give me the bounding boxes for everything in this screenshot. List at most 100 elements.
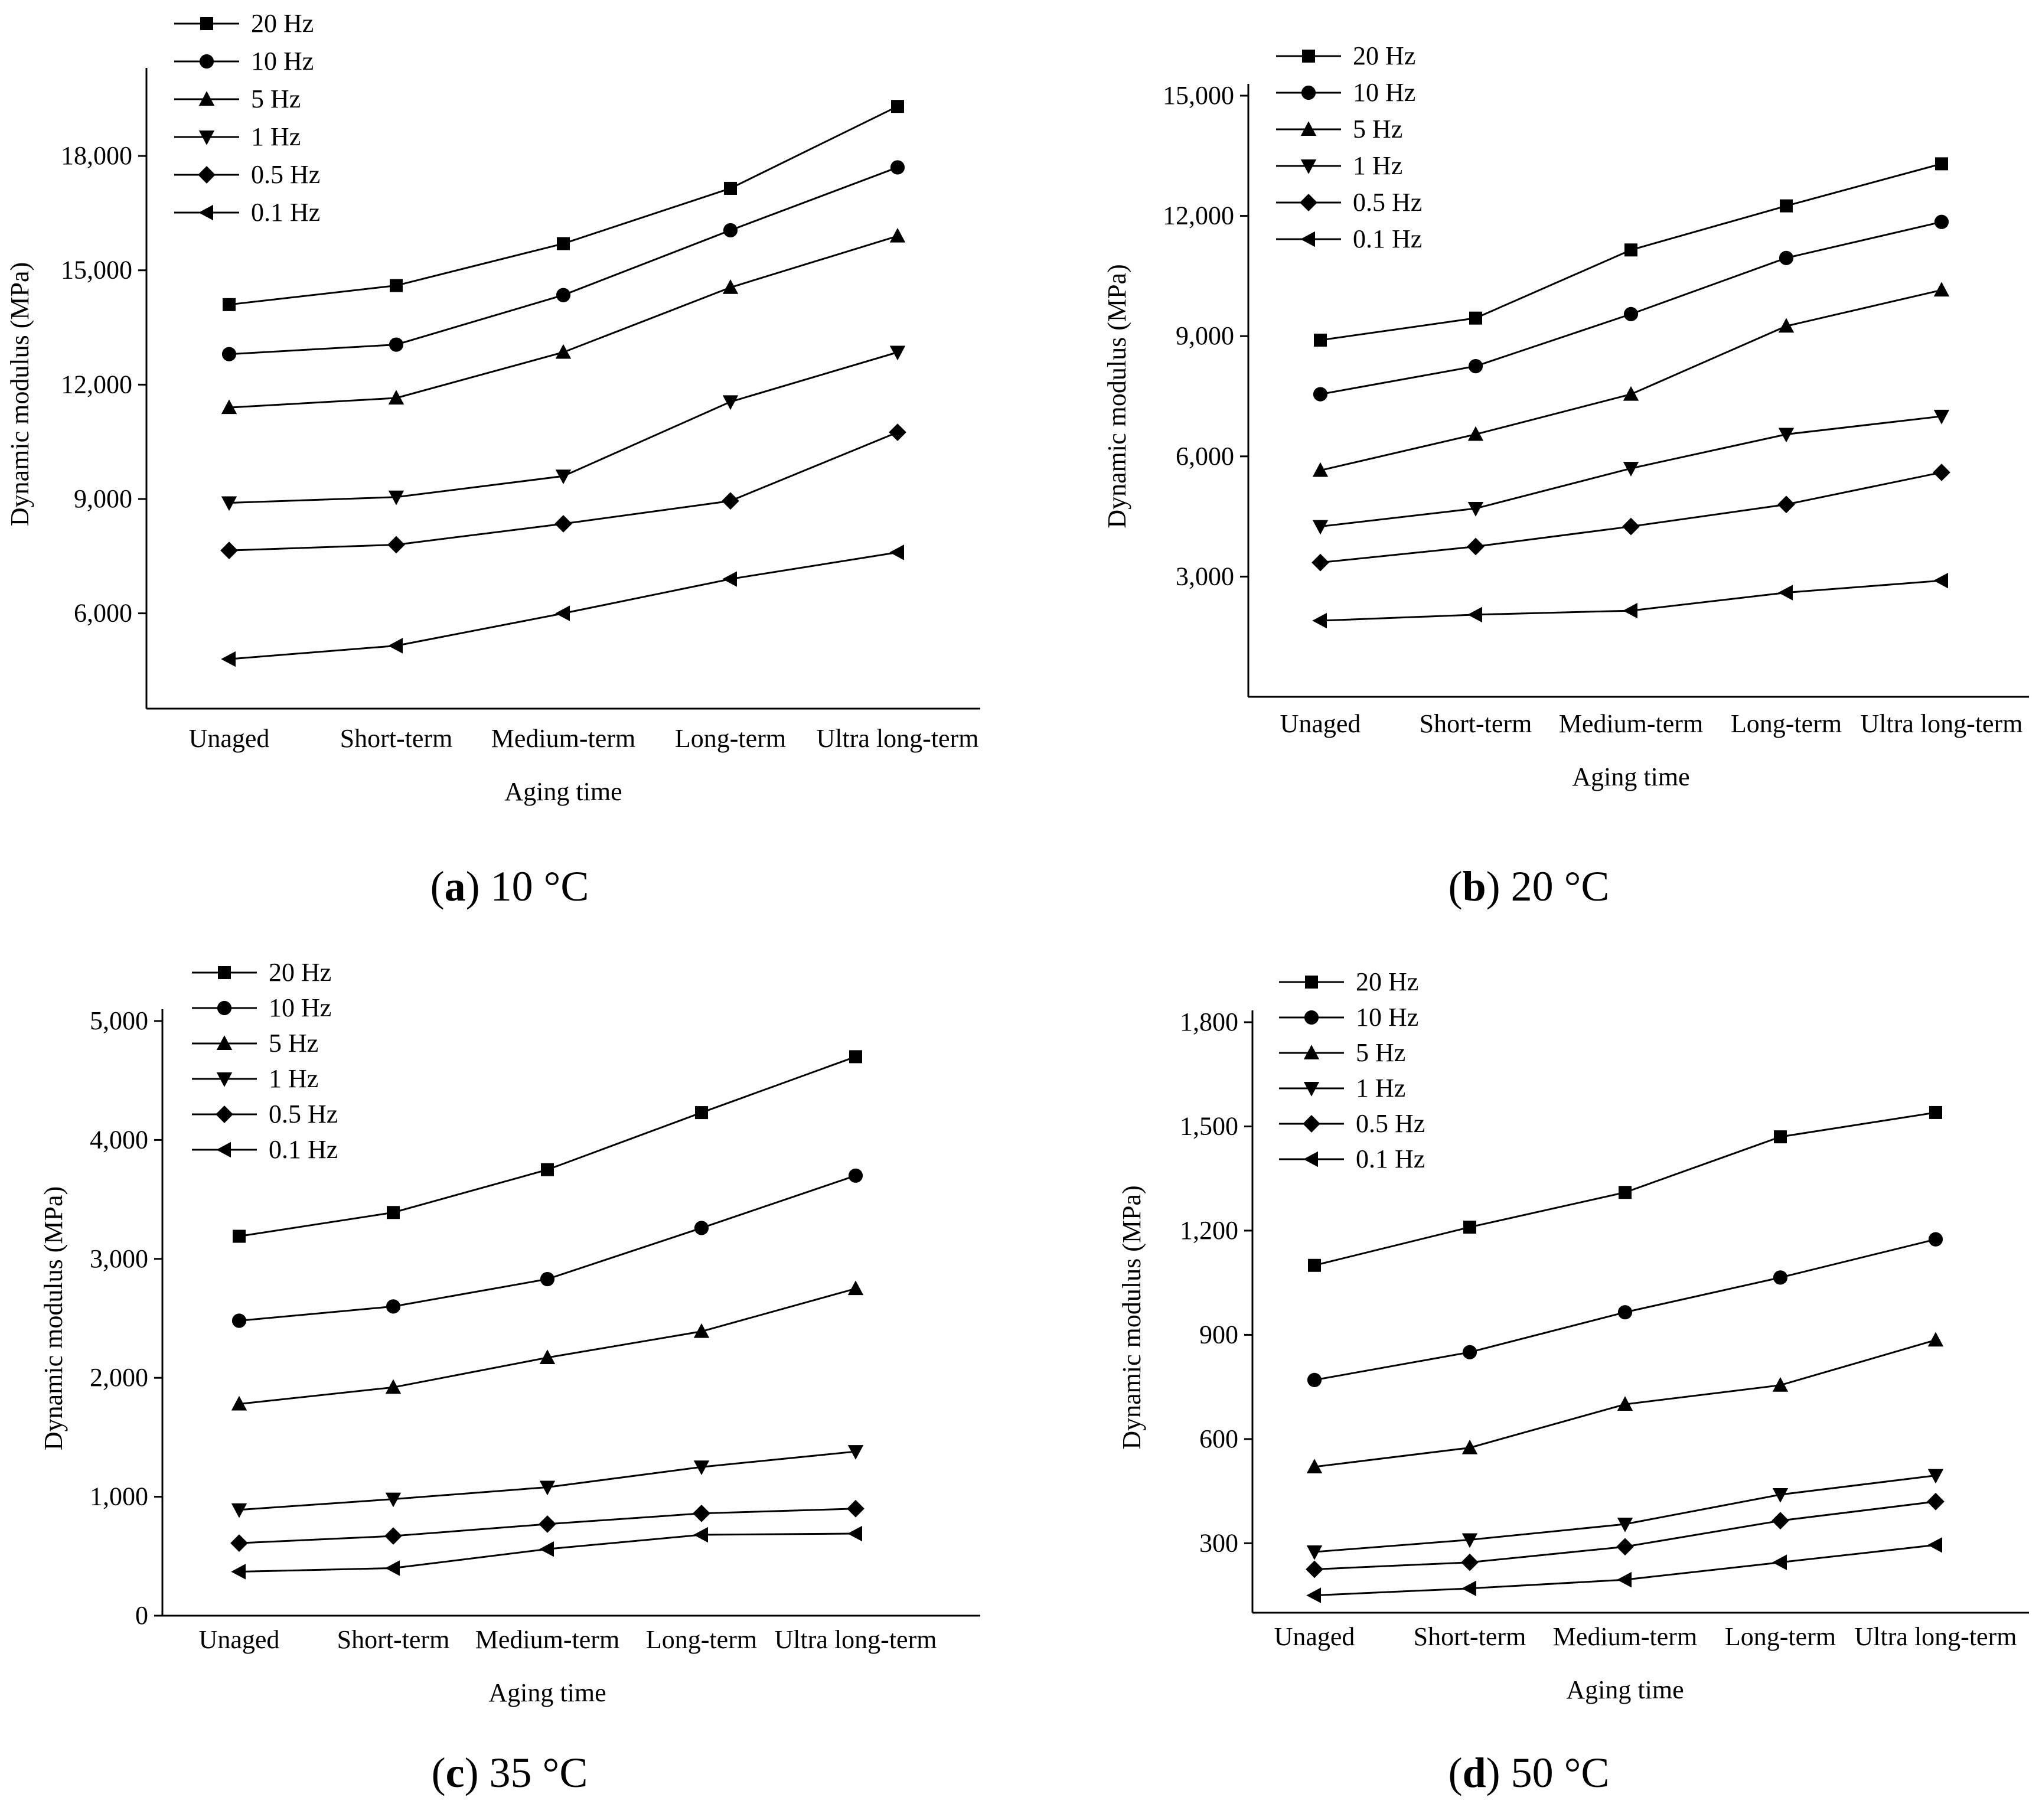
legend-label: 5 Hz [269,1029,318,1058]
y-axis-label: Dynamic modulus (MPa) [1117,1185,1146,1449]
y-tick-label: 900 [1199,1320,1238,1349]
legend-label: 0.1 Hz [1353,224,1422,253]
x-tick-label-short-term: Short-term [1420,709,1532,738]
legend-label: 1 Hz [1356,1074,1405,1103]
legend-label: 0.1 Hz [269,1135,338,1164]
series-line-0-1-hz [229,551,898,660]
legend-label: 1 Hz [1353,151,1402,180]
caption-label: c [445,1749,465,1796]
series-0-5-hz [220,423,906,559]
x-tick-label-unaged: Unaged [199,1625,280,1654]
data-point-5-hz-unaged [1306,1459,1323,1473]
chart-a: 6,000 9,000 12,000 15,000 18,000 Unaged Short-… [5,9,980,806]
data-point-0-5-hz-ultra-long-term [889,423,906,441]
data-point-0-5-hz-long-term [693,1504,710,1522]
data-point-0-1-hz-ultra-long-term [847,1525,862,1542]
data-point-0-1-hz-unaged [1306,1587,1321,1603]
series-0-5-hz [1306,1492,1945,1578]
data-point-1-hz-short-term [388,490,404,505]
x-tick-label-long-term: Long-term [1731,709,1842,738]
legend-marker-1-hz [216,1072,233,1087]
data-point-5-hz-short-term [1461,1439,1478,1454]
legend-label: 0.5 Hz [269,1100,338,1128]
data-point-10-hz-short-term [386,1299,401,1314]
data-point-5-hz-medium-term [1623,386,1639,401]
data-point-0-5-hz-medium-term [554,515,572,533]
data-point-5-hz-long-term [693,1323,710,1338]
data-point-1-hz-unaged [231,1503,247,1518]
data-point-0-5-hz-ultra-long-term [847,1499,864,1518]
data-point-1-hz-ultra-long-term [847,1445,864,1460]
data-point-5-hz-unaged [221,399,237,415]
legend-marker-0-1-hz [216,1141,231,1158]
y-tick-label: 15,000 [61,256,132,285]
data-point-10-hz-ultra-long-term [848,1168,863,1183]
chart-b: 3,000 6,000 9,000 12,000 15,000 Unaged Short-t… [1102,41,2029,791]
caption-temperature: 35 °C [489,1749,588,1796]
data-point-5-hz-unaged [231,1395,247,1411]
data-point-0-1-hz-unaged [1312,612,1327,629]
data-point-10-hz-ultra-long-term [890,160,905,175]
data-point-20-hz-unaged [1314,333,1327,347]
chart-c: 0 1,000 2,000 3,000 4,000 5,000 Unaged Short-te… [39,958,980,1707]
data-point-1-hz-long-term [1772,1488,1789,1503]
data-point-1-hz-medium-term [539,1480,556,1496]
legend-marker-20-hz [200,17,213,30]
data-point-0-5-hz-unaged [220,542,238,559]
y-tick-label: 3,000 [90,1244,148,1273]
legend-item-20-hz: 20 Hz [192,958,331,987]
data-point-1-hz-unaged [221,496,237,511]
y-axis-label: Dynamic modulus (MPa) [1102,264,1131,528]
data-point-1-hz-medium-term [555,469,572,485]
x-axis-label: Aging time [504,777,622,806]
caption-c: (c) 35 °C [431,1749,588,1796]
data-point-1-hz-short-term [1467,502,1484,517]
data-point-5-hz-medium-term [539,1349,556,1364]
legend-item-5-hz: 5 Hz [1279,1038,1405,1067]
data-point-10-hz-unaged [231,1313,247,1328]
y-tick-label: 12,000 [1163,201,1234,230]
data-point-0-5-hz-short-term [387,536,405,554]
series-10-hz [1307,1232,1943,1387]
legend-label: 0.1 Hz [251,198,320,227]
caption-label: b [1462,863,1486,910]
legend-marker-0-5-hz [198,166,216,184]
data-point-0-1-hz-long-term [1778,585,1793,601]
data-point-10-hz-short-term [1468,359,1483,374]
data-point-10-hz-long-term [723,223,738,238]
series-line-0-5-hz [1314,1501,1936,1570]
series-10-hz [1313,214,1949,402]
y-tick-label: 12,000 [61,370,132,399]
legend-label: 20 Hz [251,9,314,38]
data-point-0-5-hz-long-term [722,492,739,510]
legend-label: 0.5 Hz [1353,188,1422,217]
y-tick-label: 4,000 [90,1125,148,1154]
x-tick-label-short-term: Short-term [1414,1622,1526,1651]
legend-marker-0-1-hz [198,204,213,221]
panel-b: 3,000 6,000 9,000 12,000 15,000 Unaged Short-t… [1019,0,2038,910]
data-point-5-hz-long-term [722,279,739,294]
y-tick-label: 18,000 [61,141,132,170]
data-point-0-1-hz-medium-term [1617,1571,1632,1588]
data-point-1-hz-long-term [1778,428,1795,443]
data-point-10-hz-unaged [1313,387,1328,402]
series-20-hz [1308,1105,1942,1272]
data-point-0-5-hz-short-term [384,1527,402,1545]
legend-marker-0-5-hz [216,1105,233,1123]
data-point-0-5-hz-medium-term [1622,517,1640,536]
data-point-0-1-hz-medium-term [555,605,570,621]
data-point-10-hz-unaged [221,347,237,361]
data-point-5-hz-ultra-long-term [1933,282,1950,297]
data-point-20-hz-unaged [1308,1258,1321,1272]
series-1-hz [1312,409,1950,535]
data-point-5-hz-short-term [385,1379,402,1394]
series-line-10-hz [239,1175,856,1322]
legend-label: 10 Hz [1353,78,1415,107]
data-point-0-5-hz-medium-term [539,1515,556,1533]
data-point-20-hz-long-term [724,181,737,195]
legend-label: 5 Hz [251,84,301,113]
data-point-5-hz-ultra-long-term [889,227,906,243]
legend-label: 20 Hz [269,958,331,987]
data-point-20-hz-short-term [387,1206,400,1219]
caption-d: (d) 50 °C [1448,1749,1610,1796]
